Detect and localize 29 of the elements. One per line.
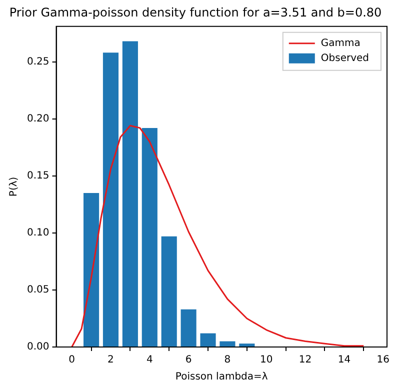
bar bbox=[180, 309, 196, 346]
x-tick-label: 0 bbox=[68, 354, 76, 366]
y-tick-label: 0.15 bbox=[27, 170, 50, 182]
x-tick-label: 8 bbox=[224, 354, 231, 366]
legend-label: Observed bbox=[320, 52, 370, 64]
bar bbox=[161, 236, 177, 346]
y-tick-label: 0.00 bbox=[27, 342, 50, 353]
y-tick-label: 0.05 bbox=[27, 284, 50, 296]
bar bbox=[122, 41, 138, 346]
bar bbox=[84, 192, 100, 346]
x-tick-label: 12 bbox=[298, 354, 312, 366]
x-tick-label: 10 bbox=[260, 354, 273, 366]
bar bbox=[142, 128, 158, 346]
bar bbox=[220, 341, 236, 346]
y-axis-title: P(λ) bbox=[8, 176, 20, 197]
x-tick-label: 2 bbox=[108, 354, 114, 366]
legend-label: Gamma bbox=[320, 38, 360, 49]
x-tick-label: 14 bbox=[338, 354, 351, 366]
x-tick-label: 6 bbox=[185, 354, 192, 366]
y-tick-label: 0.25 bbox=[27, 56, 50, 68]
x-tick-label: 4 bbox=[146, 354, 153, 366]
y-tick-label: 0.20 bbox=[27, 113, 50, 124]
x-axis-title: Poisson lambda=λ bbox=[175, 372, 268, 383]
chart-title: Prior Gamma-poisson density function for a=3.51 and b=0.80 bbox=[9, 5, 382, 20]
bar bbox=[200, 333, 216, 346]
y-tick-label: 0.10 bbox=[27, 228, 50, 238]
x-tick-label: 16 bbox=[376, 354, 390, 366]
bar bbox=[102, 52, 119, 346]
bar bbox=[239, 344, 255, 346]
